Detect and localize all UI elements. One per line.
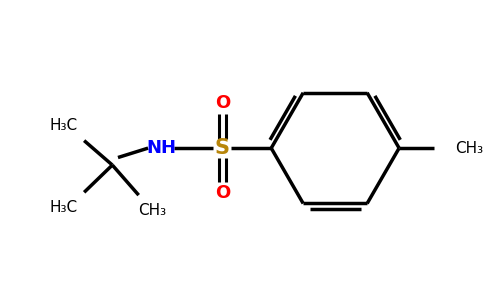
Text: CH₃: CH₃ (138, 203, 166, 218)
Text: NH: NH (146, 139, 176, 157)
Text: CH₃: CH₃ (455, 141, 484, 156)
Text: O: O (215, 94, 230, 112)
Text: S: S (215, 138, 230, 158)
Text: H₃C: H₃C (49, 200, 77, 215)
Text: O: O (215, 184, 230, 202)
Text: H₃C: H₃C (49, 118, 77, 133)
